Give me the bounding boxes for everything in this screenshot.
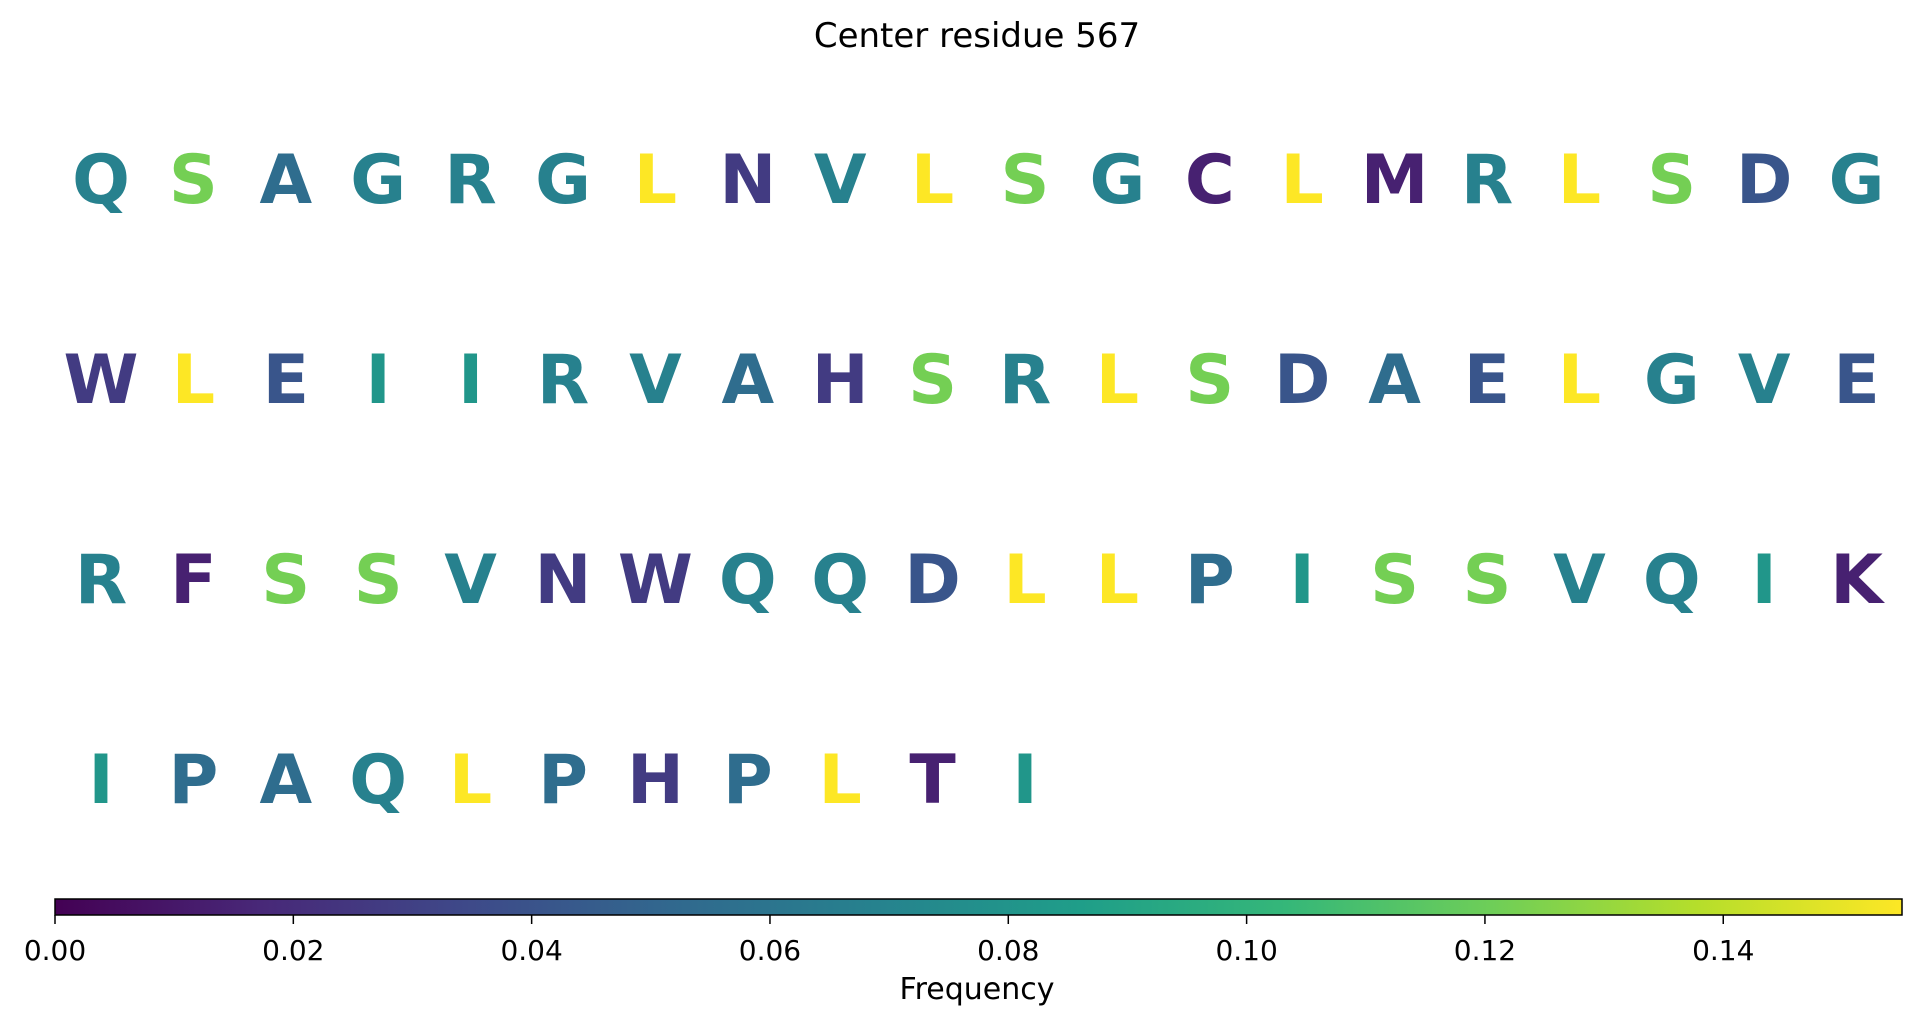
residue-letter: S — [1647, 141, 1696, 220]
colorbar-tick-label: 0.02 — [262, 934, 324, 967]
colorbar-tick-label: 0.14 — [1692, 934, 1754, 967]
residue-letter: Q — [719, 541, 777, 620]
residue-letter: V — [1738, 341, 1791, 420]
residue-letter: D — [904, 541, 960, 620]
colorbar: 0.00 0.02 0.04 0.06 0.08 0.10 0.12 0.14 Frequen… — [24, 898, 1903, 1007]
residue-letter: I — [1290, 541, 1315, 620]
residue-letter: S — [908, 341, 957, 420]
residue-letter: G — [1829, 141, 1885, 220]
residue-letter: S — [1185, 341, 1234, 420]
colorbar-ticks: 0.00 0.02 0.04 0.06 0.08 0.10 0.12 0.14 — [24, 915, 1754, 967]
residue-letter: L — [911, 141, 954, 220]
residue-letter: P — [168, 741, 218, 820]
residue-letter: L — [449, 741, 492, 820]
residue-letter: A — [259, 741, 312, 820]
residue-letter: S — [1001, 141, 1050, 220]
residue-letter: V — [814, 141, 867, 220]
residue-letter: E — [1833, 341, 1879, 420]
residue-letter: L — [634, 141, 677, 220]
residue-letter: D — [1274, 341, 1330, 420]
residue-letter: G — [535, 141, 591, 220]
residue-letter: S — [1370, 541, 1419, 620]
residue-letter: L — [172, 341, 215, 420]
residue-letter: R — [537, 341, 589, 420]
residue-letter: W — [618, 541, 693, 620]
residue-letter: W — [63, 341, 138, 420]
residue-letter: C — [1185, 141, 1235, 220]
residue-letter: T — [909, 741, 956, 820]
residue-letter: N — [719, 141, 776, 220]
residue-letter: G — [1644, 341, 1700, 420]
residue-grid: Q S A G R G L N V L S G C L M R L S D GW L E I I R V A H S R L S D A E L G V E… — [63, 141, 1885, 820]
residue-letter: M — [1361, 141, 1429, 220]
residue-letter: L — [819, 741, 862, 820]
residue-letter: F — [170, 541, 216, 620]
residue-letter: N — [535, 541, 592, 620]
residue-letter: S — [261, 541, 310, 620]
residue-letter: I — [1012, 741, 1037, 820]
residue-letter: H — [627, 741, 684, 820]
residue-letter: V — [629, 341, 682, 420]
residue-letter: R — [444, 141, 496, 220]
residue-letter: Q — [811, 541, 869, 620]
residue-letter: R — [999, 341, 1051, 420]
residue-letter: G — [1089, 141, 1145, 220]
colorbar-tick-label: 0.10 — [1215, 934, 1277, 967]
residue-letter: E — [263, 341, 309, 420]
residue-letter: V — [444, 541, 497, 620]
residue-letter: L — [1281, 141, 1324, 220]
residue-letter: A — [1368, 341, 1421, 420]
colorbar-tick-label: 0.04 — [500, 934, 562, 967]
residue-letter: A — [721, 341, 774, 420]
residue-letter: G — [350, 141, 406, 220]
residue-letter: I — [366, 341, 391, 420]
residue-letter: I — [88, 741, 113, 820]
residue-letter: L — [1558, 141, 1601, 220]
residue-letter: P — [1185, 541, 1235, 620]
colorbar-gradient — [54, 898, 1903, 916]
residue-letter: P — [723, 741, 773, 820]
colorbar-tick-label: 0.12 — [1454, 934, 1516, 967]
residue-letter: Q — [72, 141, 130, 220]
residue-letter: V — [1553, 541, 1606, 620]
residue-letter: K — [1830, 541, 1885, 620]
residue-letter: E — [1464, 341, 1510, 420]
residue-letter: Q — [1643, 541, 1701, 620]
residue-letter: H — [812, 341, 869, 420]
residue-letter: R — [75, 541, 127, 620]
colorbar-tick-label: 0.06 — [739, 934, 801, 967]
chart-title: Center residue 567 — [814, 16, 1140, 56]
residue-letter: A — [259, 141, 312, 220]
residue-letter: I — [1752, 541, 1777, 620]
residue-letter: L — [1096, 541, 1139, 620]
residue-letter: S — [354, 541, 403, 620]
residue-letter: L — [1096, 341, 1139, 420]
colorbar-tick-label: 0.08 — [977, 934, 1039, 967]
residue-letter: L — [1003, 541, 1046, 620]
residue-letter: I — [458, 341, 483, 420]
residue-letter: L — [1558, 341, 1601, 420]
residue-letter: P — [538, 741, 588, 820]
residue-letter: D — [1736, 141, 1792, 220]
residue-letter: Q — [349, 741, 407, 820]
residue-letter: S — [169, 141, 218, 220]
colorbar-label: Frequency — [900, 972, 1055, 1007]
residue-letter: S — [1463, 541, 1512, 620]
residue-letter: R — [1461, 141, 1513, 220]
colorbar-tick-label: 0.00 — [24, 934, 86, 967]
